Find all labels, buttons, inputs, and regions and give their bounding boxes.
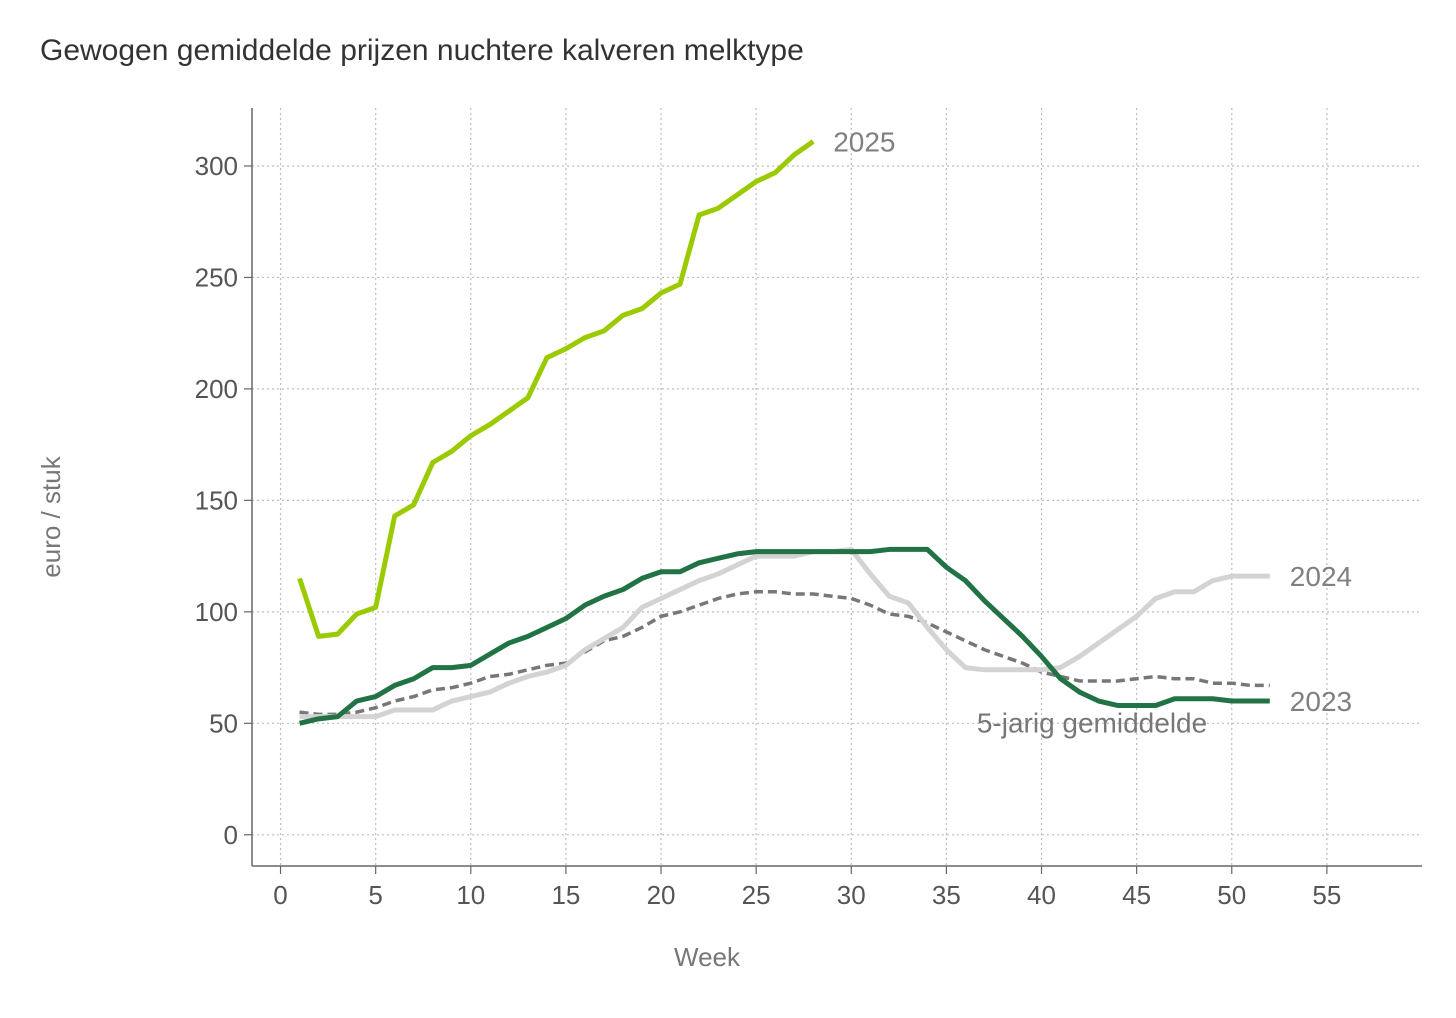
x-tick-label: 55: [1312, 880, 1341, 910]
series-line-2023: [298, 546, 1270, 726]
series-lines: [297, 139, 1270, 726]
y-axis-title: euro / stuk: [36, 455, 66, 577]
y-tick-label: 200: [195, 374, 238, 404]
y-tick-label: 150: [195, 485, 238, 515]
y-tick-label: 250: [195, 262, 238, 292]
x-tick-label: 30: [837, 880, 866, 910]
x-tick-label: 40: [1027, 880, 1056, 910]
series-label: 2025: [833, 126, 895, 157]
series-line-2025: [297, 139, 815, 639]
x-tick-label: 5: [368, 880, 382, 910]
chart-title: Gewogen gemiddelde prijzen nuchtere kalv…: [40, 34, 804, 67]
series-line-5-jarig-gemiddelde: [299, 590, 1270, 717]
series-label: 5-jarig gemiddelde: [977, 707, 1207, 738]
series-line-2024: [299, 546, 1270, 720]
x-tick-label: 45: [1122, 880, 1151, 910]
series-label: 2023: [1290, 686, 1352, 717]
x-tick-label: 0: [273, 880, 287, 910]
y-tick-label: 50: [209, 708, 238, 738]
y-tick-label: 0: [224, 820, 238, 850]
y-tick-label: 100: [195, 597, 238, 627]
x-tick-label: 15: [551, 880, 580, 910]
x-tick-label: 20: [647, 880, 676, 910]
series-labels: 2025 2024 2023 5-jarig gemiddelde: [833, 126, 1352, 738]
x-axis-title: Week: [674, 942, 741, 972]
x-tick-label: 50: [1217, 880, 1246, 910]
x-tick-label: 35: [932, 880, 961, 910]
x-tick-label: 10: [456, 880, 485, 910]
series-label: 2024: [1290, 561, 1352, 592]
x-tick-label: 25: [742, 880, 771, 910]
gridlines: [252, 108, 1422, 866]
y-tick-label: 300: [195, 151, 238, 181]
